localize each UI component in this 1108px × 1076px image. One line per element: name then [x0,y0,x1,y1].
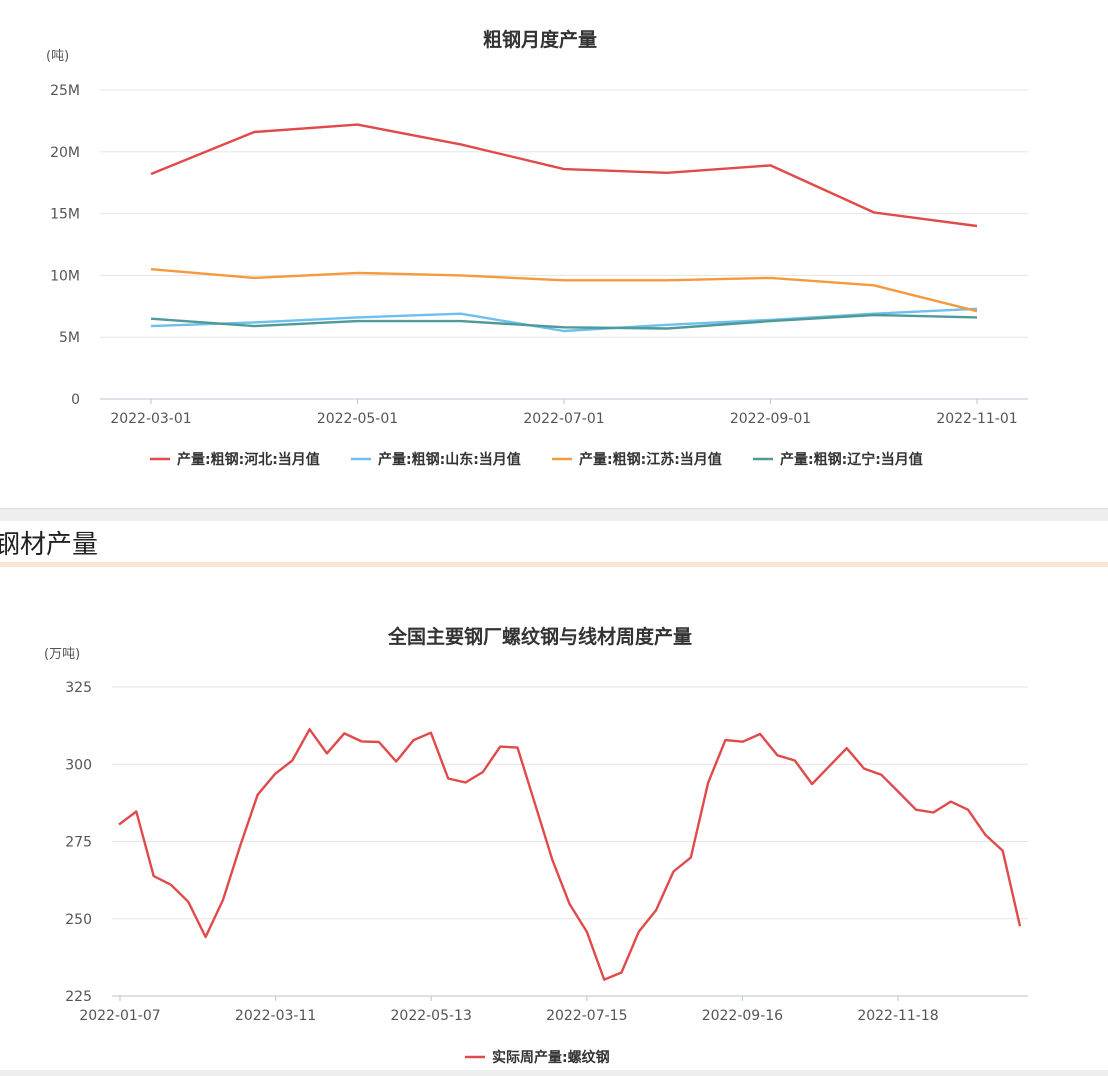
y-tick-label: 250 [65,912,92,928]
x-tick-label: 2022-11-18 [857,1008,938,1024]
x-tick-label: 2022-05-13 [391,1008,472,1024]
chart-title: 粗钢月度产量 [483,28,597,51]
section-header [0,521,1108,570]
y-tick-label: 0 [71,392,80,408]
series-line-0 [150,123,978,228]
bottom-divider [0,1070,1108,1076]
y-tick-label: 5M [59,330,80,346]
y-tick-label: 15M [50,207,80,223]
y-tick-label: 25M [50,83,80,99]
y-tick-label: 275 [65,835,92,851]
x-tick-label: 2022-09-01 [730,411,811,427]
rebar-chart-panel: 全国主要钢厂螺纹钢与线材周度产量 (万吨) 225 250 275 300 325 2022-… [0,570,1108,1070]
legend-label: 产量:粗钢:江苏:当月值 [579,451,722,468]
x-tick-label: 2022-11-01 [936,411,1017,427]
legend-label: 产量:粗钢:河北:当月值 [177,451,320,468]
section-title: 钢材产量 [0,530,99,560]
crude-steel-monthly-chart: 粗钢月度产量 (吨) 0 5M 10M 15M 20M 25M 2022-03-01 2022-0… [46,28,1028,468]
x-tick-label: 2022-03-01 [110,411,191,427]
x-tick-label: 2022-05-01 [317,411,398,427]
legend-label: 产量:粗钢:辽宁:当月值 [780,451,923,468]
y-tick-label: 20M [50,145,80,161]
series-line-1 [150,307,978,333]
series-line-2 [150,268,978,313]
legend-label: 实际周产量:螺纹钢 [492,1049,610,1066]
x-tick-label: 2022-07-15 [546,1008,627,1024]
crude-steel-chart-panel: 粗钢月度产量 (吨) 0 5M 10M 15M 20M 25M 2022-03-01 2022-0… [0,0,1108,508]
x-tick-label: 2022-03-11 [235,1008,316,1024]
y-axis-unit: (吨) [46,49,69,64]
x-tick-label: 2022-01-07 [79,1008,160,1024]
y-tick-label: 225 [65,989,92,1005]
y-tick-label: 300 [65,757,92,773]
y-tick-label: 10M [50,268,80,284]
x-tick-label: 2022-09-16 [702,1008,783,1024]
section-divider [0,508,1108,522]
y-axis-unit: (万吨) [44,647,80,662]
x-tick-label: 2022-07-01 [523,411,604,427]
section-title-underline [0,562,1108,567]
legend-label: 产量:粗钢:山东:当月值 [378,451,521,468]
series-line-3 [150,313,978,330]
y-tick-label: 325 [65,680,92,696]
rebar-weekly-chart: 全国主要钢厂螺纹钢与线材周度产量 (万吨) 225 250 275 300 325 2022-… [44,625,1028,1066]
chart-title: 全国主要钢厂螺纹钢与线材周度产量 [387,625,692,648]
series-line-0 [118,728,1022,981]
